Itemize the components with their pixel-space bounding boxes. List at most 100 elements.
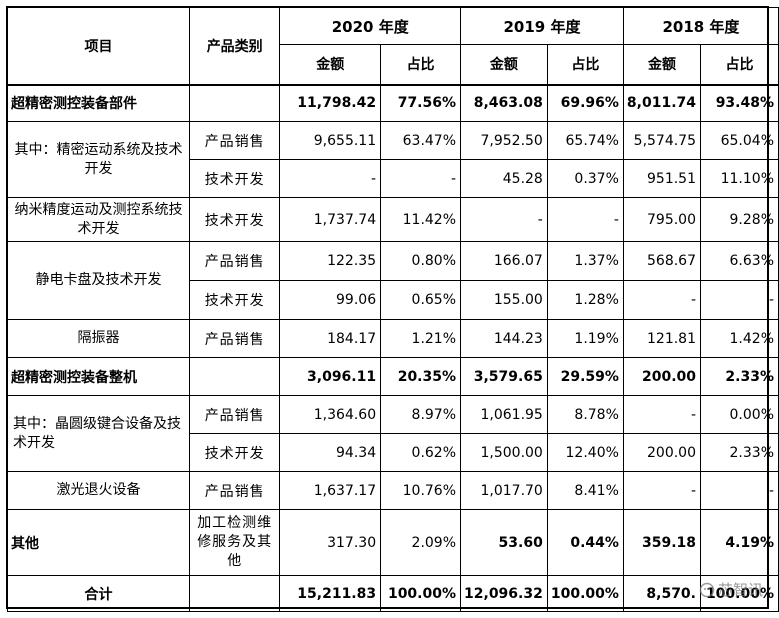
cell-2019-ratio: 8.41% (546, 471, 624, 510)
cell-2020-ratio: 10.76% (380, 471, 462, 510)
cell-2019-ratio: 1.28% (546, 280, 624, 320)
table-row: 静电卡盘及技术开发 产品销售 122.35 0.80% 166.07 1.37%… (7, 241, 779, 320)
header-category: 产品类别 (188, 7, 281, 85)
cell-2020-amount: 317.30 (279, 509, 382, 576)
cell-2018-ratio: 100.00% (700, 575, 779, 612)
row-label: 其中：精密运动系统及技术开发 (7, 121, 190, 198)
cell-2019-amount: 1,017.70 (460, 471, 548, 510)
row-label: 超精密测控装备整机 (7, 357, 190, 396)
cell-2020-amount: - (279, 159, 382, 198)
cell-2018-amount: 951.51 (622, 159, 702, 198)
table-row: 超精密测控装备整机 3,096.11 20.35% 3,579.65 29.59… (7, 357, 779, 396)
cell-2018-ratio: 1.42% (700, 319, 779, 358)
row-type (188, 357, 281, 396)
cell-2020-ratio: 0.80% (380, 241, 462, 281)
row-label: 其他 (7, 509, 190, 576)
cell-2018-amount: 121.81 (622, 319, 702, 358)
cell-2018-amount: 200.00 (622, 433, 702, 472)
cell-2019-amount: 166.07 (460, 241, 548, 281)
row-type: 产品销售 (188, 471, 281, 510)
cell-2020-amount: 15,211.83 (279, 575, 382, 612)
table-row: 超精密测控装备部件 11,798.42 77.56% 8,463.08 69.9… (7, 83, 779, 122)
row-type (188, 575, 281, 612)
header-ratio: 占比 (700, 44, 779, 85)
header-ratio: 占比 (380, 44, 462, 85)
header-item: 项目 (7, 7, 190, 85)
cell-2020-amount: 11,798.42 (279, 83, 382, 122)
row-type: 产品销售 (188, 319, 281, 358)
cell-2020-amount: 184.17 (279, 319, 382, 358)
cell-2019-ratio: 12.40% (546, 433, 624, 472)
row-label: 静电卡盘及技术开发 (7, 241, 190, 320)
header-year-2019: 2019 年度 (460, 7, 624, 45)
row-type: 产品销售 (188, 395, 281, 434)
cell-2020-ratio: 8.97% (380, 395, 462, 434)
table-row: 合计 15,211.83 100.00% 12,096.32 100.00% 8… (7, 575, 779, 612)
cell-2019-ratio: 100.00% (546, 575, 624, 612)
cell-2020-amount: 1,364.60 (279, 395, 382, 434)
cell-2019-amount: 12,096.32 (460, 575, 548, 612)
cell-2019-ratio: 0.37% (546, 159, 624, 198)
header-amount: 金额 (460, 44, 548, 85)
cell-2018-ratio: 2.33% (700, 433, 779, 472)
cell-2020-amount: 9,655.11 (279, 121, 382, 160)
cell-2019-amount: 8,463.08 (460, 83, 548, 122)
cell-2018-amount: - (622, 280, 702, 320)
cell-2019-amount: 53.60 (460, 509, 548, 576)
header-year-2018: 2018 年度 (622, 7, 779, 45)
table-row: 技术开发 94.34 0.62% 1,500.00 12.40% 200.00 … (8, 433, 779, 472)
row-type (188, 83, 281, 122)
header-year-2020: 2020 年度 (279, 7, 462, 45)
cell-2020-ratio: - (380, 159, 462, 198)
cell-2020-ratio: 77.56% (380, 83, 462, 122)
cell-2018-ratio: 4.19% (700, 509, 779, 576)
table-row: 其中：晶圆级键合设备及技术开发 产品销售 1,364.60 8.97% 1,06… (7, 395, 779, 472)
cell-2020-ratio: 11.42% (380, 197, 462, 242)
row-label: 隔振器 (7, 319, 190, 358)
cell-2019-amount: 3,579.65 (460, 357, 548, 396)
table-row: 技术开发 - - 45.28 0.37% 951.51 11.10% (8, 159, 779, 198)
cell-2018-amount: - (622, 471, 702, 510)
table-row: 纳米精度运动及测控系统技术开发 技术开发 1,737.74 11.42% - -… (7, 197, 779, 242)
row-type: 技术开发 (188, 280, 281, 320)
cell-2019-ratio: - (546, 197, 624, 242)
cell-2020-amount: 3,096.11 (279, 357, 382, 396)
row-label: 其中：晶圆级键合设备及技术开发 (7, 395, 190, 472)
cell-2018-amount: 8,011.74 (622, 83, 702, 122)
cell-2018-amount: - (622, 395, 702, 434)
row-type: 产品销售 (188, 121, 281, 160)
row-label: 激光退火设备 (7, 471, 190, 510)
cell-2018-ratio: 2.33% (700, 357, 779, 396)
row-label: 超精密测控装备部件 (7, 83, 190, 122)
table-row: 隔振器 产品销售 184.17 1.21% 144.23 1.19% 121.8… (7, 319, 779, 358)
row-type: 产品销售 (188, 241, 281, 281)
header-amount: 金额 (622, 44, 702, 85)
cell-2018-ratio: 11.10% (700, 159, 779, 198)
table-row: 其中：精密运动系统及技术开发 产品销售 9,655.11 63.47% 7,95… (7, 121, 779, 198)
cell-2019-ratio: 69.96% (546, 83, 624, 122)
cell-2020-amount: 122.35 (279, 241, 382, 281)
cell-2020-ratio: 2.09% (380, 509, 462, 576)
cell-2020-amount: 1,737.74 (279, 197, 382, 242)
header-ratio: 占比 (546, 44, 624, 85)
cell-2018-amount: 5,574.75 (622, 121, 702, 160)
cell-2018-ratio: 65.04% (700, 121, 779, 160)
cell-2019-ratio: 8.78% (546, 395, 624, 434)
cell-2020-amount: 94.34 (279, 433, 382, 472)
cell-2020-ratio: 100.00% (380, 575, 462, 612)
cell-2020-ratio: 0.65% (380, 280, 462, 320)
cell-2018-ratio: - (700, 280, 779, 320)
revenue-table: 项目 产品类别 2020 年度 2019 年度 2018 年度 金额 占比 金额… (7, 7, 779, 612)
cell-2018-amount: 568.67 (622, 241, 702, 281)
cell-2019-amount: 1,500.00 (460, 433, 548, 472)
cell-2018-ratio: 9.28% (700, 197, 779, 242)
cell-2020-ratio: 63.47% (380, 121, 462, 160)
cell-2020-ratio: 1.21% (380, 319, 462, 358)
row-label-total: 合计 (7, 575, 190, 612)
cell-2018-ratio: 93.48% (700, 83, 779, 122)
row-label: 纳米精度运动及测控系统技术开发 (7, 197, 190, 242)
cell-2019-ratio: 1.19% (546, 319, 624, 358)
cell-2020-amount: 99.06 (279, 280, 382, 320)
table-row: 其他 加工检测维修服务及其他 317.30 2.09% 53.60 0.44% … (7, 509, 779, 576)
cell-2019-amount: 7,952.50 (460, 121, 548, 160)
